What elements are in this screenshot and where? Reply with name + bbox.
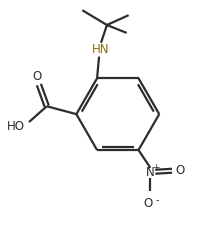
Text: N: N — [146, 166, 155, 178]
Text: O: O — [32, 70, 42, 83]
Text: O: O — [144, 196, 153, 209]
Text: HN: HN — [92, 43, 110, 56]
Text: +: + — [152, 163, 160, 172]
Text: -: - — [156, 195, 159, 205]
Text: HO: HO — [7, 119, 25, 132]
Text: O: O — [175, 164, 185, 177]
